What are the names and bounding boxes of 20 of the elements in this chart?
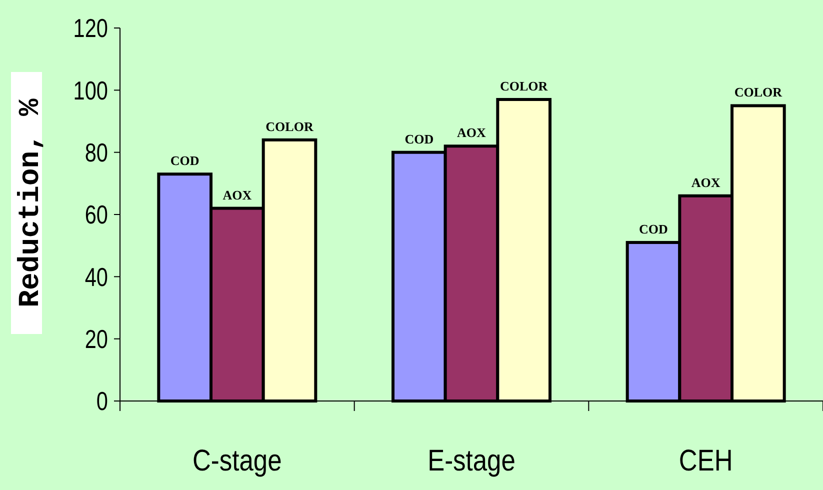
text: COLOR [500, 78, 548, 94]
y-axis-title: Reduction, % [14, 98, 48, 308]
y-tick-label: 20 [84, 324, 108, 354]
y-tick-label: 0 [96, 386, 108, 416]
series-label: COLOR [266, 118, 314, 134]
x-tick-label: E-stage [428, 444, 516, 477]
series-label: COD [170, 153, 200, 168]
y-tick-label: 100 [73, 76, 108, 105]
text: AOX [691, 174, 720, 190]
y-tick-label: 40 [84, 262, 108, 292]
text: AOX [457, 125, 486, 140]
x-tick-label: C-stage [192, 444, 282, 477]
text: COD [404, 131, 434, 146]
y-tick-label: 60 [84, 200, 108, 230]
series-label: AOX [222, 187, 252, 202]
text: COD [639, 221, 668, 236]
text: COLOR [734, 84, 782, 100]
y-tick-label: 120 [73, 14, 108, 43]
y-tick-label: 80 [84, 138, 108, 167]
x-tick-label: CEH [678, 444, 733, 477]
